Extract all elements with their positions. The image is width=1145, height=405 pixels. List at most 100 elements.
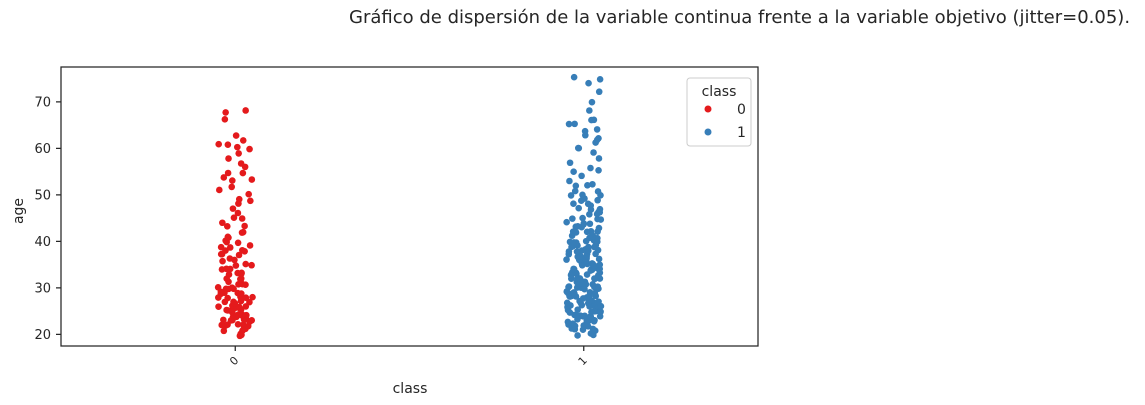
data-point [224,307,232,314]
data-point [225,271,233,278]
data-point [596,261,604,268]
y-tick-label: 50 [34,188,51,203]
data-point [596,205,604,213]
data-point [230,214,238,222]
data-point [566,309,574,316]
data-point [565,283,572,291]
data-point [574,332,581,339]
data-point [234,239,242,247]
data-point [234,289,242,297]
data-point [235,195,243,203]
data-point [221,116,229,123]
data-point [228,284,236,291]
legend-title: class [702,84,737,100]
legend-label: 0 [737,102,746,118]
data-point [245,190,252,198]
data-point [589,281,596,288]
data-point [238,215,246,222]
data-point [231,299,239,307]
data-point [239,169,247,177]
data-point [579,191,586,199]
data-point [585,79,592,87]
data-point [222,285,230,293]
data-point [578,172,585,180]
data-point [571,290,578,297]
data-point [563,299,571,307]
data-point [234,209,242,217]
data-point [235,150,242,157]
data-point [572,239,580,246]
data-point [593,126,601,133]
data-point [570,265,577,273]
data-point [246,298,253,306]
data-point [214,284,222,291]
data-point [220,316,227,324]
data-point [224,233,232,241]
data-point [247,197,254,205]
data-point [569,215,576,222]
data-point [232,262,240,269]
data-point [589,180,596,188]
data-point [575,204,582,212]
data-point [583,228,591,236]
data-point [581,127,589,135]
data-point [576,275,584,282]
x-tick-label: 1 [576,354,590,368]
data-point [587,164,594,172]
data-point [248,176,256,183]
data-point [239,137,247,144]
data-point [235,303,243,311]
legend-entries: 01 [704,102,746,141]
data-point [595,224,603,232]
y-axis: 20 30 40 50 60 70 [34,95,61,343]
data-point [577,253,585,260]
data-point [595,285,602,293]
data-point [229,177,236,184]
data-point [218,321,226,329]
legend-marker [704,105,712,113]
data-point [246,145,253,153]
data-point [219,257,226,265]
data-point [570,200,577,208]
data-point [593,136,601,144]
data-point [579,295,587,302]
data-point [242,260,250,268]
data-point [216,186,223,194]
data-point [249,293,256,301]
legend-label: 1 [737,125,746,141]
data-point [582,281,590,288]
x-tick-label: 0 [227,354,241,368]
data-point [563,218,570,226]
data-point [572,229,580,236]
y-tick-label: 30 [34,281,51,296]
x-axis-label: class [393,381,428,397]
data-point [596,75,604,83]
data-point [565,120,573,128]
data-point [573,248,581,255]
data-point [573,311,580,319]
data-point [563,256,570,263]
y-tick-label: 60 [34,142,51,157]
data-point [226,244,234,251]
data-point [574,306,581,313]
data-point [566,177,573,185]
data-point [218,266,226,273]
data-point [229,205,237,212]
y-tick-label: 70 [34,95,51,110]
data-point [238,229,246,236]
data-point [220,174,228,181]
data-point [590,318,598,325]
y-tick-label: 20 [34,328,51,343]
figure-suptitle: Gráfico de dispersión de la variable con… [349,7,1131,28]
data-point [222,109,229,116]
data-point [597,216,605,223]
data-point [241,222,248,230]
data-point [578,262,586,269]
data-point [570,168,577,176]
data-point [566,159,574,167]
data-point [567,192,575,199]
data-point [238,270,245,278]
data-point [232,132,240,139]
data-point [220,327,228,335]
